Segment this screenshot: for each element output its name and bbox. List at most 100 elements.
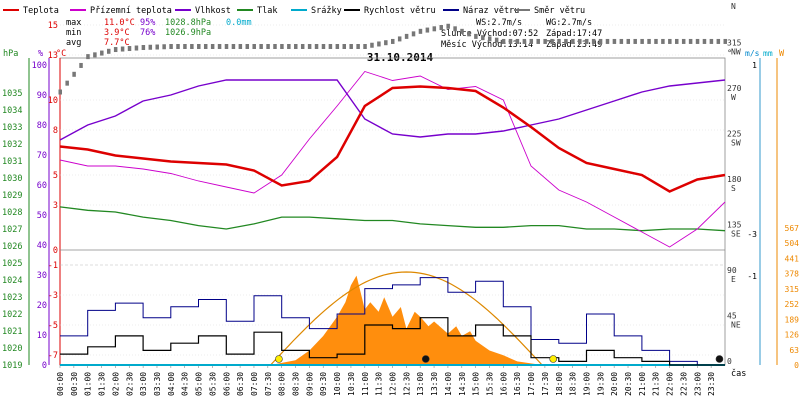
wind-direction-point <box>217 44 222 49</box>
astro-info: WS:2.7m/s WG:2.7m/s Slunce Východ:07:52 Záp… <box>441 18 602 50</box>
tick-label-dir: 225 <box>727 130 742 139</box>
wind-direction-point <box>467 31 471 37</box>
x-tick-label: 11:00 <box>361 372 370 396</box>
wind-direction-point <box>197 44 201 49</box>
x-tick-label: 23:00 <box>693 372 702 396</box>
tick-label-hpa: 1030 <box>2 174 22 184</box>
axis-unit-dir: ° <box>727 49 732 59</box>
stats-row-label: max <box>66 18 81 28</box>
wind-direction-point <box>515 38 520 44</box>
wind-direction-point <box>584 38 589 44</box>
tick-label-hpa: 1032 <box>2 140 22 150</box>
tick-label-hpa: 1028 <box>2 208 22 218</box>
x-tick-label: 01:30 <box>98 372 107 396</box>
tick-label-ms: -3 <box>747 230 757 239</box>
wind-direction-point <box>391 38 395 44</box>
wind-direction-point <box>432 26 437 32</box>
tick-label-pct: 20 <box>37 301 47 311</box>
wind-direction-point <box>536 38 540 44</box>
tick-label-wm2: 315 <box>785 285 800 294</box>
tick-label-dir: 0 <box>727 357 732 366</box>
x-tick-label: 23:30 <box>707 372 716 396</box>
tick-label-dir: 90 <box>727 266 737 275</box>
wind-direction-point <box>550 38 554 44</box>
legend-label: Teplota <box>23 6 59 16</box>
x-tick-label: 05:30 <box>208 372 217 396</box>
wind-direction-point <box>688 38 693 44</box>
wind-direction-point <box>702 38 707 44</box>
wind-direction-point <box>598 38 603 44</box>
wind-direction-point <box>58 89 62 95</box>
stats-humidity: 95% <box>140 18 155 28</box>
solar-radiation-area <box>270 275 543 365</box>
tick-label-temp: 15 <box>48 21 58 31</box>
x-tick-label: 13:30 <box>430 372 439 396</box>
wind-direction-point <box>127 46 132 52</box>
wind-direction-point <box>439 25 443 31</box>
wind-direction-point <box>252 44 256 49</box>
tick-label-ms: -1 <box>747 272 757 281</box>
x-tick-label: 08:30 <box>292 372 301 396</box>
wind-direction-point <box>384 40 388 46</box>
x-tick-label: 14:30 <box>458 372 467 396</box>
legend-label: Přízemní teplota <box>90 6 172 16</box>
stats-temp: 3.9°C <box>104 28 130 38</box>
x-tick-label: 16:30 <box>513 372 522 396</box>
wind-direction-point <box>460 28 464 34</box>
wind-direction-point <box>370 42 374 48</box>
plot-area <box>58 23 727 366</box>
stats-temp: 7.7°C <box>104 38 130 48</box>
wind-direction-point <box>640 38 644 44</box>
tick-label-dir-name: N <box>731 2 736 11</box>
series-line-pressure <box>59 206 726 232</box>
x-tick-label: 02:00 <box>111 372 120 396</box>
wind-direction-point <box>155 44 159 50</box>
wind-direction-point <box>377 41 381 47</box>
wind-direction-point <box>148 44 153 50</box>
series-points-wind-direction <box>58 23 727 95</box>
wind-direction-point <box>411 31 416 37</box>
wind-direction-point <box>716 38 721 44</box>
wind-direction-point <box>106 48 111 54</box>
x-tick-label: 03:00 <box>139 372 148 396</box>
tick-label-dir: 315 <box>727 39 742 48</box>
wind-direction-point <box>79 62 83 68</box>
info-sun-rise: Slunce Východ:07:52 <box>441 29 538 39</box>
wind-direction-point <box>508 38 513 44</box>
wind-direction-point <box>418 28 423 34</box>
x-tick-label: 17:00 <box>527 372 536 396</box>
tick-label-pct: 100 <box>32 61 47 71</box>
x-tick-label: 07:00 <box>250 372 259 396</box>
wind-direction-point <box>571 38 575 44</box>
stats-pressure: 1026.9hPa <box>165 28 211 38</box>
x-tick-label: 00:00 <box>56 372 65 396</box>
x-tick-label: 06:30 <box>236 372 245 396</box>
tick-label-temp: -5 <box>48 321 58 331</box>
x-tick-label: 14:00 <box>444 372 453 396</box>
wind-direction-point <box>300 44 305 49</box>
wind-direction-point <box>453 26 457 32</box>
tick-label-temp: -3 <box>48 291 58 301</box>
tick-label-dir-name: NE <box>731 321 741 330</box>
wind-direction-point <box>294 44 298 49</box>
tick-label-hpa: 1020 <box>2 344 22 354</box>
wind-direction-point <box>93 52 97 58</box>
tick-label-temp: 5 <box>53 171 58 181</box>
marker-sunset <box>549 355 558 363</box>
legend-label: Tlak <box>257 6 277 16</box>
wind-direction-point <box>328 44 333 49</box>
wind-direction-point <box>266 44 270 49</box>
wind-direction-point <box>349 44 353 49</box>
tick-label-wm2: 189 <box>785 315 800 324</box>
tick-label-wm2: 504 <box>785 239 800 248</box>
x-axis-label: čas <box>731 368 746 379</box>
info-wg: WG:2.7m/s <box>546 18 592 28</box>
tick-label-hpa: 1029 <box>2 191 22 201</box>
wind-direction-point <box>307 44 312 49</box>
wind-direction-point <box>647 38 651 44</box>
axis-unit-wm2: W <box>779 49 785 59</box>
wind-direction-point <box>481 35 485 41</box>
solar-theoretical-curve <box>270 271 543 366</box>
wind-direction-point <box>72 71 76 77</box>
x-tick-label: 13:00 <box>416 372 425 396</box>
